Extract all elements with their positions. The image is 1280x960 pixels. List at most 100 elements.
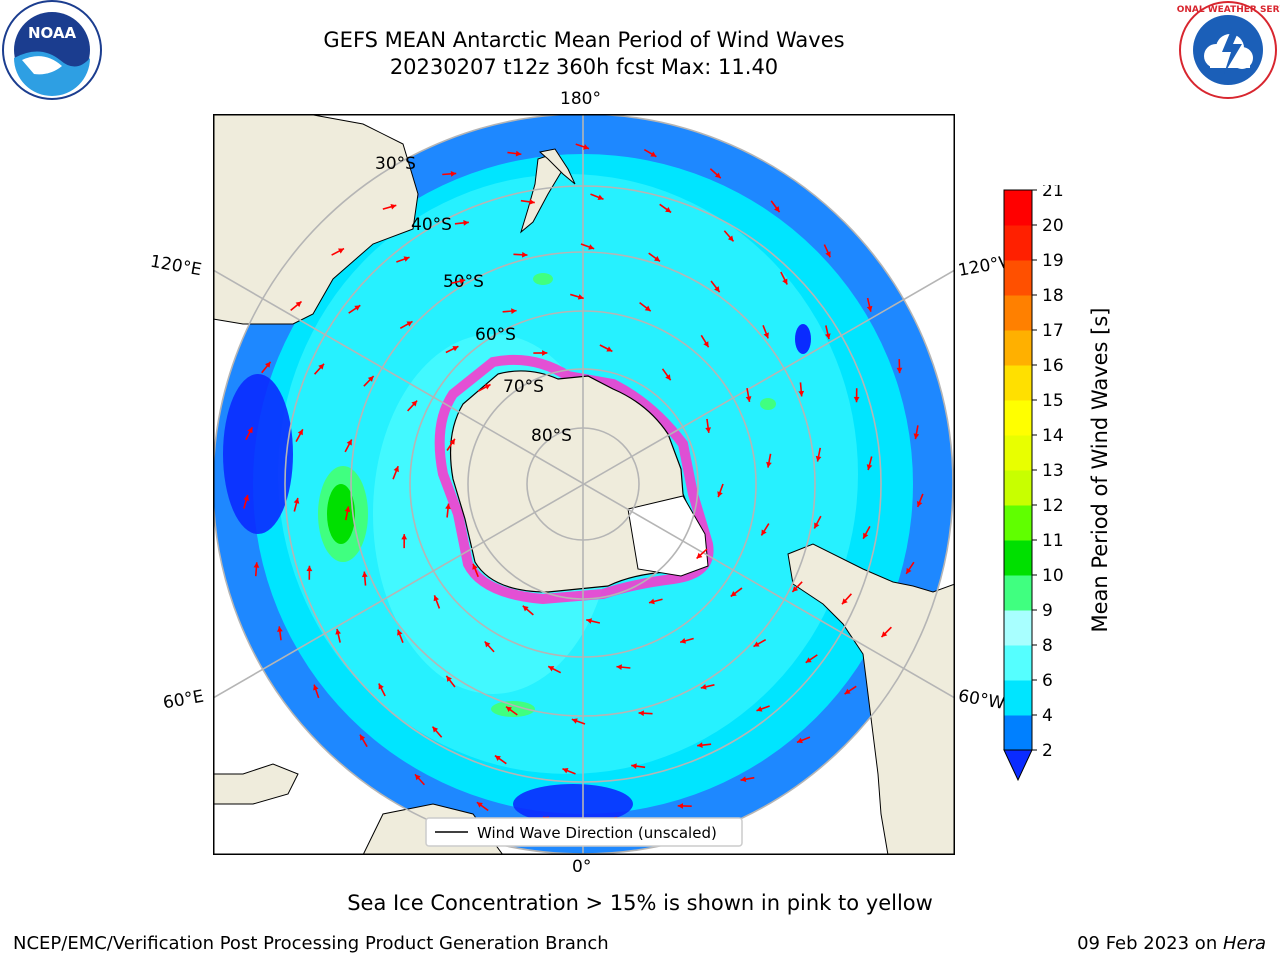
wind-arrow-head <box>680 638 687 644</box>
wind-arrow-head <box>766 461 772 468</box>
wind-arrow-head <box>403 256 410 262</box>
wind-arrow-head <box>433 595 439 602</box>
wind-arrow-head <box>571 718 578 724</box>
wind-arrow-head <box>446 675 452 682</box>
wind-arrow-head <box>761 529 767 536</box>
wind-arrow-head <box>730 590 737 597</box>
colorbar-tick-label: 9 <box>1042 601 1053 621</box>
antarctic-peninsula-ice <box>627 495 709 577</box>
wind-arrow-head <box>763 332 769 339</box>
wind-arrow-head <box>665 374 671 381</box>
wind-arrow-field <box>243 143 924 824</box>
wind-arrow-head <box>484 641 491 648</box>
wind-arrow-head <box>648 598 655 605</box>
wind-arrow-head <box>654 255 661 262</box>
legend-label: Wind Wave Direction (unscaled) <box>477 824 717 842</box>
wind-arrow-head <box>253 562 260 568</box>
wind-arrow-head <box>586 618 593 624</box>
wind-arrow-head <box>753 641 760 647</box>
wind-arrow-head <box>756 706 763 712</box>
wind-arrow-head <box>335 628 341 635</box>
wind-arrow-head <box>792 586 799 592</box>
wind-arrow-head <box>740 776 747 783</box>
colorbar-tick-label: 12 <box>1042 496 1064 516</box>
wind-arrow-head <box>297 429 303 436</box>
colorbar-tick-label: 13 <box>1042 461 1064 481</box>
lon-label-120e: 120°E <box>148 251 204 281</box>
colorbar-band <box>1004 470 1032 506</box>
wind-arrow-head <box>548 666 555 672</box>
wind-arrow-head <box>463 220 469 226</box>
colorbar-tick-label: 21 <box>1042 185 1064 201</box>
wind-arrow-head <box>697 742 703 748</box>
antarctic-map: 30°S 40°S 50°S 60°S 70°S 80°S Wind Wave … <box>213 114 955 855</box>
wind-arrow-head <box>844 688 851 695</box>
wind-arrow-head <box>562 768 569 774</box>
wind-arrow-head <box>361 571 368 578</box>
wind-arrow-head <box>677 803 684 809</box>
deep-blue-patch-west <box>223 374 293 534</box>
colorbar-tick-label: 20 <box>1042 216 1064 236</box>
colorbar-extend-triangle <box>1003 749 1033 782</box>
wind-arrow-head <box>644 305 651 312</box>
wind-arrow-head <box>814 522 820 529</box>
colorbar: 2 4 6 8 9 10 11 12 13 14 15 16 17 18 19 20 21 <box>1003 185 1064 782</box>
wind-arrow-head <box>745 396 752 402</box>
wind-arrow-head <box>247 427 253 434</box>
wind-arrow-head <box>522 251 528 258</box>
wind-arrow-head <box>916 500 923 507</box>
wind-arrow-head <box>411 400 418 407</box>
wind-arrow-head <box>449 438 455 445</box>
colorbar-band <box>1004 680 1032 716</box>
sea-ice-edge <box>434 354 714 605</box>
wind-arrow-head <box>705 427 711 433</box>
wind-arrow-head <box>597 194 604 200</box>
wind-arrow-head <box>359 734 366 741</box>
wind-arrow-head <box>825 333 831 340</box>
lat-label-40s: 40°S <box>411 215 452 235</box>
run-date: 09 Feb 2023 on Hera <box>1077 933 1266 954</box>
wind-arrow-head <box>866 305 873 312</box>
wind-arrow-head <box>406 321 413 327</box>
colorbar-label: Mean Period of Wind Waves [s] <box>1088 307 1112 633</box>
wind-arrow-head <box>782 278 788 285</box>
wind-arrow-head <box>703 341 709 348</box>
colorbar-band <box>1004 540 1032 576</box>
colorbar-tick-label: 17 <box>1042 321 1064 341</box>
wind-arrow-head <box>459 278 466 285</box>
wind-arrow-head <box>714 286 720 293</box>
wind-arrow-head <box>696 552 703 559</box>
colorbar-band <box>1004 715 1032 751</box>
south-america-land <box>787 543 955 855</box>
wind-arrow-head <box>277 626 283 632</box>
nws-logo: NATIONAL WEATHER SERVICE <box>1176 1 1280 99</box>
colorbar-tick-label: 10 <box>1042 566 1064 586</box>
wind-arrow-head <box>476 802 483 808</box>
lat-label-70s: 70°S <box>503 377 544 397</box>
colorbar-band <box>1004 400 1032 436</box>
wind-arrow-head <box>450 170 457 177</box>
wind-arrow-head <box>494 755 501 761</box>
colorbar-band <box>1004 225 1032 261</box>
wind-arrow-head <box>896 367 903 374</box>
colorbar-tick-label: 8 <box>1042 636 1053 656</box>
chart-subtitle: 20230207 t12z 360h fcst Max: 11.40 <box>389 55 779 79</box>
wind-arrow-head <box>583 144 589 150</box>
colorbar-band <box>1004 505 1032 541</box>
wind-arrow-head <box>714 172 721 179</box>
wind-arrow-head <box>344 506 351 513</box>
nws-logo-text: NATIONAL WEATHER SERVICE <box>1176 5 1280 15</box>
wind-arrow-head <box>796 737 803 744</box>
wind-arrow-head <box>415 774 421 781</box>
lon-label-180: 180° <box>560 89 601 109</box>
run-date-text: 09 Feb 2023 on <box>1077 933 1223 954</box>
wind-arrow-head <box>515 150 522 157</box>
credit-text: NCEP/EMC/Verification Post Processing Pr… <box>13 933 609 954</box>
wind-arrow-head <box>638 710 644 717</box>
africa-land <box>213 763 299 805</box>
wind-arrow-head <box>906 567 912 574</box>
wind-arrow-head <box>665 207 672 213</box>
wind-arrow-head <box>313 684 319 691</box>
wind-arrow-head <box>243 495 250 501</box>
wind-arrow-head <box>367 376 374 382</box>
